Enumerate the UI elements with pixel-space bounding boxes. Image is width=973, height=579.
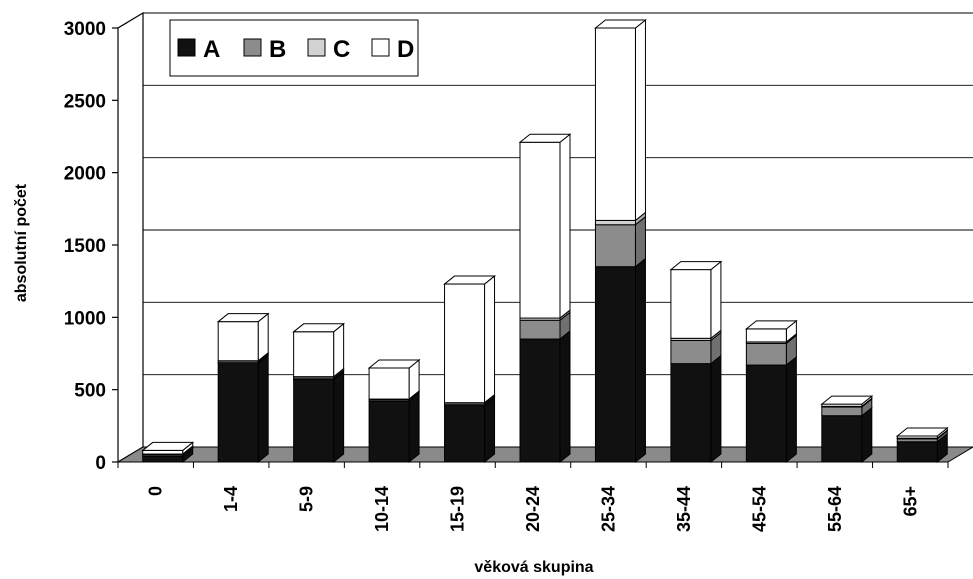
bar-top <box>518 133 572 143</box>
y-tick-label: 1000 <box>64 308 106 329</box>
bar-segment-side <box>634 215 646 268</box>
legend-label: A <box>203 36 220 63</box>
bar-segment <box>594 27 636 221</box>
bar-segment-side <box>257 354 269 464</box>
legend-swatch <box>307 38 326 57</box>
bar-top <box>443 275 496 285</box>
bar-stack <box>594 18 647 464</box>
y-axis-title: absolutní počet <box>13 183 30 302</box>
bar-top <box>292 323 346 333</box>
bar-segment-side <box>408 392 420 464</box>
bar-segment-side <box>333 370 345 464</box>
y-tick-label: 3000 <box>64 19 106 40</box>
legend-label: B <box>269 36 286 63</box>
x-axis-title: věková skupina <box>474 559 593 576</box>
bar-segment <box>670 339 712 365</box>
bar-segment <box>670 363 712 463</box>
y-tick-label: 500 <box>74 381 106 402</box>
bar-stack <box>669 260 723 464</box>
bar-top <box>367 359 421 369</box>
legend-label: D <box>397 36 414 63</box>
bar-segment-side <box>634 18 646 222</box>
bar-segment <box>368 367 410 400</box>
x-tick-label: 10-14 <box>372 486 392 532</box>
bar-stack <box>820 395 874 464</box>
legend-label: C <box>333 36 350 63</box>
bar-segment <box>142 455 184 463</box>
x-tick-label: 5-9 <box>297 486 317 512</box>
bar-segment <box>444 283 486 404</box>
bar-segment <box>444 405 486 463</box>
bar-segment <box>594 266 636 463</box>
bar-top <box>895 427 949 437</box>
bar-stack <box>518 133 572 464</box>
y-tick-label: 2500 <box>64 91 106 112</box>
x-tick-label: 35-44 <box>674 486 694 532</box>
bar-stack <box>744 319 798 464</box>
bar-segment-side <box>333 322 345 378</box>
y-tick-label: 1500 <box>64 236 106 257</box>
bar-top <box>216 313 270 323</box>
bar-top <box>594 19 647 29</box>
bar-segment <box>670 269 712 339</box>
y-tick-label: 2000 <box>64 164 106 185</box>
bar-top <box>820 395 874 405</box>
x-tick-label: 15-19 <box>448 486 468 532</box>
x-tick-label: 0 <box>146 486 166 496</box>
bar-segment <box>821 406 863 417</box>
bar-stack <box>895 426 949 464</box>
bar-stack <box>141 441 195 464</box>
bar-segment <box>293 379 335 463</box>
bar-segment <box>821 415 863 463</box>
y-tick-label: 0 <box>95 453 106 474</box>
x-tick-label: 55-64 <box>825 486 845 532</box>
legend-swatch <box>177 38 196 57</box>
left-wall <box>117 11 144 464</box>
x-tick-label: 1-4 <box>221 486 241 512</box>
legend-swatch <box>243 38 262 57</box>
bar-segment <box>594 224 636 268</box>
bars <box>141 18 949 464</box>
chart-walls <box>117 11 144 464</box>
bar-segment <box>519 319 561 340</box>
bar-segment <box>896 441 938 463</box>
bar-segment-side <box>484 275 496 404</box>
x-axis: 0 1-4 5-9 10-14 15-19 20-24 25-34 35-44 45-54 55-… <box>117 462 949 532</box>
bar-segment <box>594 219 636 226</box>
bar-stack <box>292 322 346 464</box>
bar-segment-side <box>484 396 496 464</box>
bar-top <box>744 320 798 330</box>
bar-segment <box>142 449 184 455</box>
x-tick-label: 45-54 <box>749 486 769 532</box>
x-tick-label: 20-24 <box>523 486 543 532</box>
bar-segment-side <box>861 406 873 464</box>
x-tick-label: 25-34 <box>598 486 618 532</box>
bar-top <box>669 261 723 271</box>
bar-segment <box>519 141 561 319</box>
bar-segment-side <box>634 257 646 464</box>
bar-top <box>141 441 195 451</box>
legend: A B C D <box>169 19 419 77</box>
bar-segment-side <box>559 329 571 464</box>
x-tick-label: 65+ <box>900 486 920 517</box>
bar-segment <box>745 364 787 463</box>
bar-segment <box>368 400 410 463</box>
bar-segment <box>217 321 259 362</box>
bar-stack <box>367 358 421 464</box>
bar-stack <box>443 275 496 464</box>
gridline <box>117 84 973 101</box>
bar-segment <box>745 342 787 366</box>
bar-segment <box>519 338 561 463</box>
bar-segment-side <box>785 356 797 464</box>
bar-segment-side <box>710 260 722 340</box>
bar-segment <box>293 331 335 378</box>
bar-stack <box>216 312 270 464</box>
y-axis: 0 500 1000 1500 2000 2500 3000 <box>64 19 118 474</box>
bar-segment <box>217 363 259 463</box>
bar-segment-side <box>559 133 571 320</box>
bar-segment-side <box>710 354 722 464</box>
legend-swatch <box>371 38 390 57</box>
bar-segment <box>745 328 787 343</box>
